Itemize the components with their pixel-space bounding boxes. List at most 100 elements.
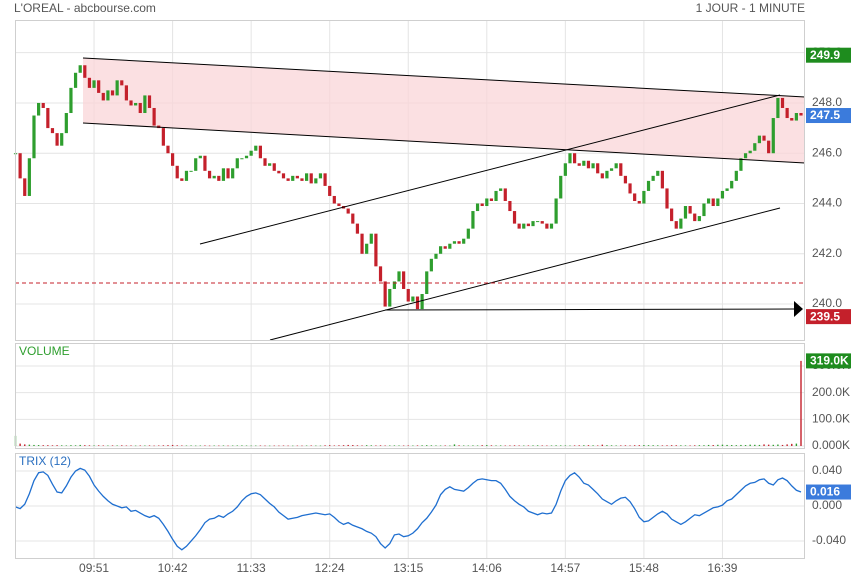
candle [171,153,175,166]
candle [37,102,41,116]
volume-bar [241,445,243,446]
volume-bar [601,444,604,446]
x-tick-label: 12:24 [315,561,345,575]
volume-bar [342,445,345,446]
candle [517,223,521,229]
trendlines [82,57,806,341]
volume-bar [97,445,100,446]
volume-bar [352,445,354,446]
x-tick-label: 15:48 [629,561,659,575]
volume-bar [204,445,206,446]
price-badge [806,309,851,325]
candle [794,113,798,121]
volume-bar [684,445,687,446]
volume-bar [19,443,21,446]
badge-label: 319.0K [810,354,849,368]
volume-bar [28,444,31,446]
volume-bar [171,444,174,446]
candle [147,95,152,108]
volume-bar [213,445,215,447]
panel-title: VOLUME [19,344,70,358]
volume-bar [296,445,299,447]
candle [240,158,244,160]
candle [355,223,360,234]
candle [27,158,31,196]
candle [244,155,249,159]
volume-bar [121,445,123,446]
candle [739,158,743,171]
volume-bar [74,445,77,446]
volume-bar [486,445,488,446]
volume-bar [633,445,636,446]
volume-bar [694,445,696,446]
candle [83,65,87,78]
candle [563,163,567,176]
candle [660,170,664,189]
candle [679,218,683,229]
candle [748,150,752,154]
candle [489,198,494,201]
candle [582,160,586,166]
volume-bar [329,445,331,446]
volume-bar [61,445,63,446]
volume-bar [158,445,160,446]
candle [549,223,554,229]
volume-bar [264,445,266,447]
y-tick-label: -0.040 [812,533,846,547]
y-tick-label: 100.0K [812,411,850,425]
volume-bar [139,445,141,446]
candle [124,85,128,101]
candle [304,173,309,181]
volume-bar [670,445,673,446]
candle [184,170,189,181]
candle [258,145,262,159]
candle [286,178,290,181]
candle [134,102,138,106]
candle [392,281,396,289]
volume-bar [587,445,590,446]
candle [526,223,530,227]
candle [743,153,748,159]
candle [226,168,230,179]
trix-line [15,467,802,551]
volume-bar [65,445,68,446]
period-label: 1 JOUR - 1 MINUTE [696,1,805,15]
volume-bar [365,445,368,446]
candle [406,288,410,302]
volume-bar [389,445,391,446]
chart-title: L'OREAL - abcbourse.com [14,1,156,15]
candle [129,100,133,106]
volume-bar [185,445,188,447]
candle [614,163,618,169]
volume-bar [509,445,511,446]
candle [138,102,142,114]
volume-bar [379,445,382,446]
candle [203,155,207,171]
candle [73,72,78,88]
candle [78,65,82,73]
candle [106,90,110,101]
candle [466,228,470,239]
candle [628,183,632,194]
candle [757,135,762,144]
candle [730,180,734,189]
candle [780,97,785,108]
volume-bar [181,445,183,446]
volume-bar [546,445,548,447]
volume-bar [421,445,423,446]
volume-bar [707,444,710,446]
price-badge [806,47,851,63]
volume-bar [643,445,645,446]
volume-bar [569,445,571,447]
candle [540,221,544,224]
candle [277,170,281,174]
candle [365,243,369,254]
volume-bar [24,444,26,446]
candle [101,92,105,101]
volume-bar [481,445,483,446]
trendline [199,94,781,245]
candle [328,185,332,196]
volume-bar [439,445,442,447]
volume-bar [462,445,465,446]
candle [212,175,216,179]
